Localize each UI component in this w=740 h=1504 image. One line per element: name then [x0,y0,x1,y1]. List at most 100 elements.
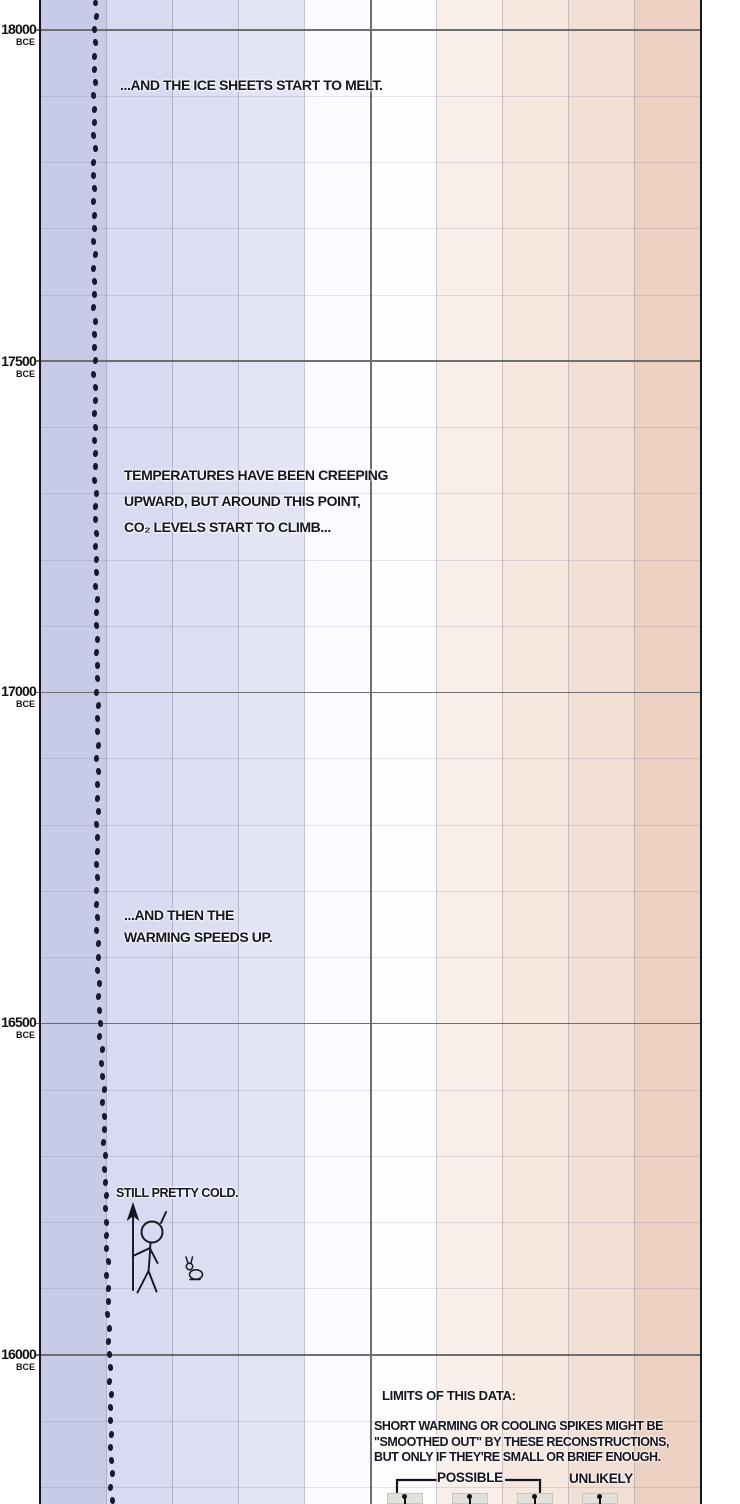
annotation-still-pretty-cold: STILL PRETTY COLD. [116,1186,239,1201]
temp-dot [91,344,97,351]
temperature-anomaly-band-7 [502,0,570,1504]
spear-head [126,1201,140,1222]
temp-dot [92,449,98,458]
annotation-line: STILL PRETTY COLD. [116,1186,239,1200]
y-tick-era-16000: BCE [15,1362,35,1372]
temp-dot [92,251,98,259]
temp-dot [93,609,99,616]
temp-dot [102,1205,108,1213]
temp-dot [95,701,102,709]
temp-dot [94,794,100,802]
spike-stem [533,1497,536,1504]
temperature-anomaly-band-6 [436,0,504,1504]
temp-dot [94,595,100,603]
temp-dot [95,953,101,961]
temp-dot [91,436,97,444]
figure-arm-holding-spear [133,1247,151,1257]
temp-dot [93,820,100,829]
temp-dot [94,834,100,842]
temp-dot [94,873,101,882]
limits-note-line: BUT ONLY IF THEY'RE SMALL OR BRIEF ENOUG… [374,1450,661,1464]
stick-figure-with-spear [126,1201,167,1294]
annotation-line: UPWARD, BUT AROUND THIS POINT, [124,493,361,509]
temp-dot [101,1165,108,1173]
annotation-warming-speeds-up: ...AND THEN THE WARMING SPEEDS UP. [124,904,273,948]
temp-dot [105,1258,111,1266]
temp-dot [99,1072,105,1080]
temp-dot [91,65,98,73]
temperature-anomaly-band-3 [238,0,305,1504]
gridline-vertical-minor [171,0,173,1504]
temp-dot [107,1417,113,1425]
temp-dot [107,1324,112,1332]
temp-dot [95,741,101,749]
temp-dot [91,171,97,179]
y-tick-era-18000: BCE [15,37,35,47]
temp-dot [93,860,99,868]
temp-dot [94,675,101,683]
gridline-vertical-minor [237,0,239,1504]
annotation-line: WARMING SPEEDS UP. [124,929,273,945]
temp-dot [91,370,97,378]
figure-leg-left [136,1270,150,1294]
temp-dot [106,1377,112,1385]
temp-dot [90,131,97,140]
y-tick-label-16000: 16000 [1,1346,37,1362]
temp-dot [103,1152,108,1160]
spike-stem [403,1497,406,1504]
temp-dot [94,728,101,736]
temperature-anomaly-band-0 [40,0,107,1504]
temperature-anomaly-band-5 [370,0,438,1504]
annotation-line: CO₂ LEVELS START TO CLIMB... [124,519,331,535]
temp-dot [107,1364,114,1372]
gridline-major [36,1022,701,1025]
temp-dot [109,1496,115,1504]
temperature-anomaly-band-9 [634,0,702,1504]
temp-dot [103,1191,109,1200]
limits-note-line: "SMOOTHED OUT" BY THESE RECONSTRUCTIONS, [374,1434,670,1449]
rabbit-icon [185,1256,204,1281]
temp-dot [90,198,96,206]
temperature-anomaly-band-8 [568,0,636,1504]
right-frame-line [700,0,702,1504]
annotation-line: ...AND THEN THE [124,907,234,923]
y-tick-label-17000: 17000 [1,683,37,699]
temp-dot [92,145,98,153]
gridline-vertical-minor [303,0,305,1504]
limits-note-body: SHORT WARMING OR COOLING SPIKES MIGHT BE… [374,1419,669,1466]
temp-dot [108,1443,113,1451]
figure-arm-right [149,1247,159,1264]
annotation-line: TEMPERATURES HAVE BEEN CREEPING [124,467,389,483]
y-tick-label-16500: 16500 [1,1014,37,1030]
temp-dot [92,542,98,550]
temp-dot [95,662,100,669]
temp-dot [95,807,101,815]
spike-peak-icon [532,1494,537,1499]
temp-dot [92,396,98,405]
possible-range-bracket [395,1478,542,1494]
temp-dot [106,1298,111,1305]
plot-area [36,0,702,1504]
temp-dot [92,516,98,524]
temp-dot [91,26,97,33]
gridline-vertical-minor [634,0,636,1504]
annotation-co2-climb: TEMPERATURES HAVE BEEN CREEPING UPWARD, B… [124,462,388,540]
temp-dot [108,1390,114,1398]
temp-dot [102,1125,107,1133]
temp-dot [108,1456,114,1465]
gridline-vertical-minor [105,0,107,1504]
temp-dot [91,330,97,338]
temp-dot [93,12,99,20]
y-tick-era-17500: BCE [15,369,35,379]
temp-dot [93,569,99,577]
temp-dot [101,1085,107,1094]
possible-label: POSSIBLE [437,1470,503,1485]
y-tick-label-17500: 17500 [1,353,37,369]
temp-dot [94,714,100,722]
temp-dot [95,635,100,643]
temp-dot [105,1284,111,1292]
y-tick-era-16500: BCE [15,1030,35,1040]
temp-dot [91,476,98,484]
temp-dot [106,1350,112,1358]
temp-dot [109,1470,115,1478]
